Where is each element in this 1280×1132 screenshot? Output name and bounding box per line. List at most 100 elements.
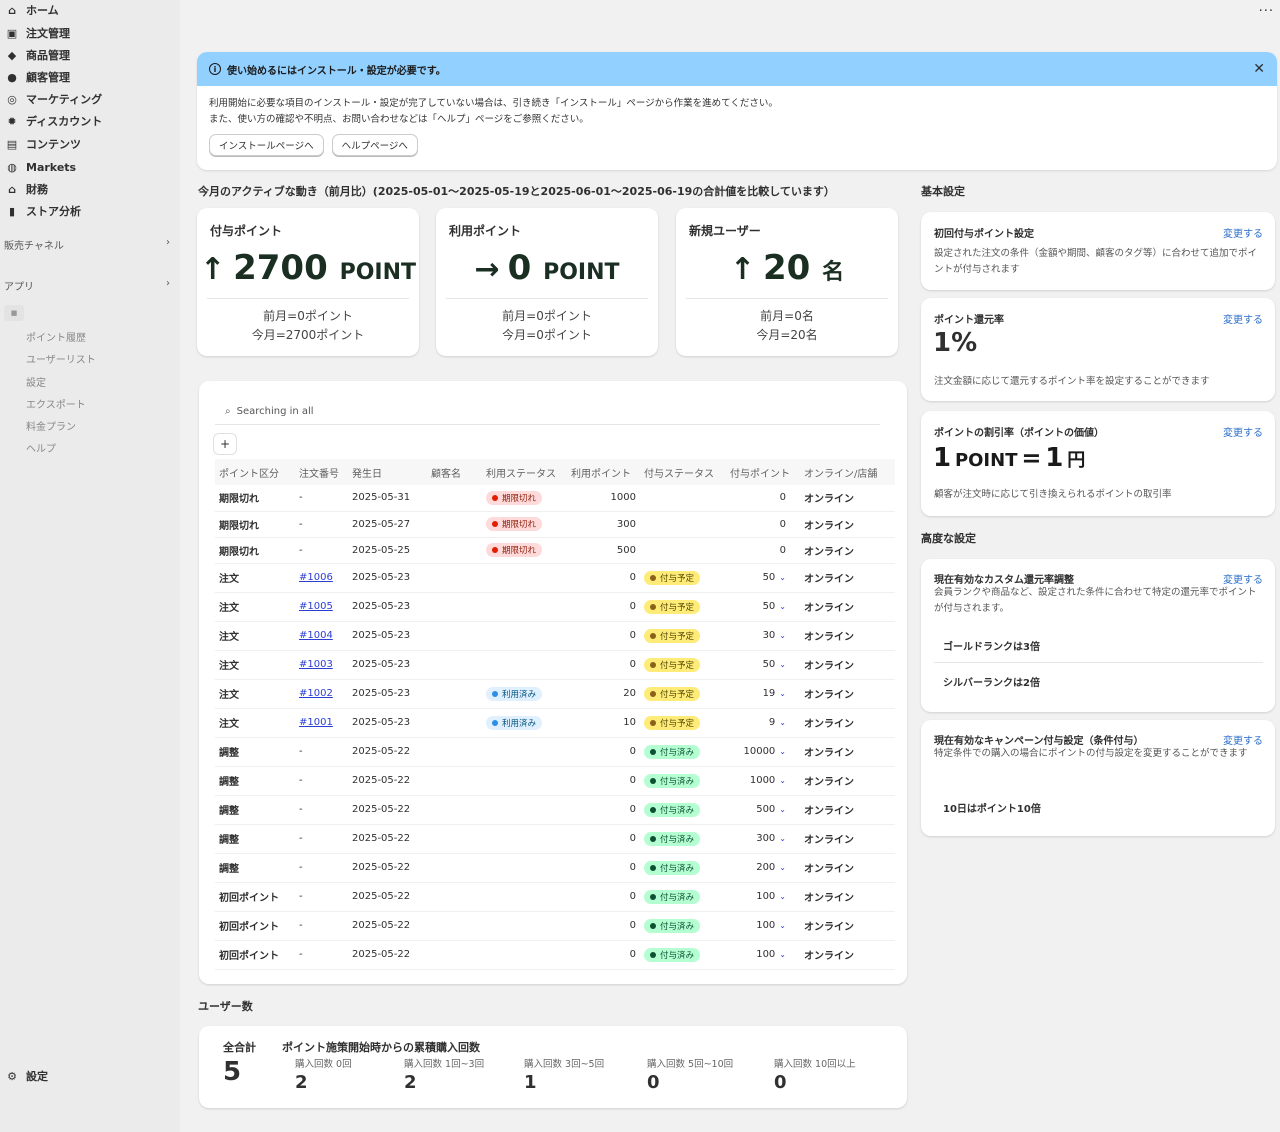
grant-points-dropdown[interactable]: 50 ⌄ [763,572,786,583]
sidebar-subitem-settings[interactable]: 設定 [26,378,46,389]
grant-points-dropdown[interactable]: 9 ⌄ [769,717,786,728]
change-link[interactable]: 変更する [1223,315,1263,326]
cell-grant-points[interactable]: 100 ⌄ [726,911,800,941]
sidebar-item-settings[interactable]: ⚙ 設定 [0,1066,48,1086]
cell-grant-points[interactable]: 100 ⌄ [726,882,800,912]
help-page-button[interactable]: ヘルプページへ [331,134,418,156]
cell-grant-points[interactable]: 200 ⌄ [726,853,800,883]
cell-order[interactable]: #1001 [295,708,348,738]
grant-points-dropdown[interactable]: 10000 ⌄ [743,746,786,757]
grant-points-dropdown[interactable]: 50 ⌄ [763,601,786,612]
sidebar-item-home[interactable]: ⌂ ホーム [0,0,59,20]
cell-grant-points[interactable]: 50 ⌄ [726,650,800,680]
cell-grant-points[interactable]: 50 ⌄ [726,592,800,622]
sidebar-subitem-help[interactable]: ヘルプ [26,444,56,455]
order-link[interactable]: #1004 [299,630,333,641]
column-header[interactable]: 注文番号 [295,459,348,485]
table-row[interactable]: 注文 #1003 2025-05-23 0 付与予定 50 ⌄ オンライン [215,650,895,680]
cell-order[interactable]: #1005 [295,592,348,622]
cell-grant-points[interactable]: 300 ⌄ [726,824,800,854]
sidebar-item-markets[interactable]: ◍ Markets [0,157,76,177]
table-row[interactable]: 初回ポイント -2025-05-22 0 付与済み 100 ⌄ オンライン [215,940,895,970]
app-icon[interactable]: ■ [4,305,24,321]
column-header[interactable]: ポイント区分 [215,459,295,485]
sidebar-apps[interactable]: アプリ › [4,278,170,293]
close-icon[interactable]: ✕ [1253,61,1265,77]
grant-points-dropdown[interactable]: 100 ⌄ [756,949,786,960]
table-row[interactable]: 調整 -2025-05-22 0 付与済み 1000 ⌄ オンライン [215,766,895,796]
order-link[interactable]: #1006 [299,572,333,583]
sidebar-item-marketing[interactable]: ◎ マーケティング [0,89,102,109]
cell-grant-points[interactable]: 9 ⌄ [726,708,800,738]
order-link[interactable]: #1005 [299,601,333,612]
table-row[interactable]: 注文 #1006 2025-05-23 0 付与予定 50 ⌄ オンライン [215,563,895,593]
column-header[interactable]: 付与ステータス [640,459,726,485]
change-link[interactable]: 変更する [1223,575,1263,586]
sidebar-item-analytics[interactable]: ▮ ストア分析 [0,201,81,221]
sidebar-item-label: 注文管理 [26,27,70,40]
table-row[interactable]: 期限切れ -2025-05-31 期限切れ 1000 0 オンライン [215,485,895,512]
table-row[interactable]: 注文 #1005 2025-05-23 0 付与予定 50 ⌄ オンライン [215,592,895,622]
cell-use-status: 期限切れ [482,511,567,538]
sidebar-subitem-pricing[interactable]: 料金プラン [26,422,76,433]
sidebar-subitem-user-list[interactable]: ユーザーリスト [26,355,96,366]
table-row[interactable]: 注文 #1004 2025-05-23 0 付与予定 30 ⌄ オンライン [215,621,895,651]
change-link[interactable]: 変更する [1223,428,1263,439]
grant-points-dropdown[interactable]: 300 ⌄ [756,833,786,844]
sidebar-subitem-export[interactable]: エクスポート [26,400,86,411]
cell-grant-points[interactable]: 100 ⌄ [726,940,800,970]
sidebar-item-customers[interactable]: ● 顧客管理 [0,67,70,87]
grant-points-dropdown[interactable]: 50 ⌄ [763,659,786,670]
grant-points-dropdown[interactable]: 500 ⌄ [756,804,786,815]
sidebar-item-orders[interactable]: ▣ 注文管理 [0,23,70,43]
cell-grant-points[interactable]: 500 ⌄ [726,795,800,825]
sidebar-item-finance[interactable]: ⌂ 財務 [0,179,48,199]
table-row[interactable]: 期限切れ -2025-05-25 期限切れ 500 0 オンライン [215,537,895,564]
sidebar-item-products[interactable]: ◆ 商品管理 [0,45,70,65]
cell-grant-points[interactable]: 30 ⌄ [726,621,800,651]
grant-points-dropdown[interactable]: 100 ⌄ [756,920,786,931]
table-row[interactable]: 注文 #1001 2025-05-23 利用済み 10 付与予定 9 ⌄ オンライン [215,708,895,738]
grant-points-dropdown[interactable]: 30 ⌄ [763,630,786,641]
grant-points-dropdown[interactable]: 1000 ⌄ [750,775,786,786]
column-header[interactable]: オンライン/店舗 [800,459,895,485]
cell-grant-points[interactable]: 50 ⌄ [726,563,800,593]
column-header[interactable]: 利用ポイント [567,459,640,485]
cell-grant-points[interactable]: 1000 ⌄ [726,766,800,796]
grant-points-dropdown[interactable]: 100 ⌄ [756,891,786,902]
table-row[interactable]: 調整 -2025-05-22 0 付与済み 10000 ⌄ オンライン [215,737,895,767]
table-row[interactable]: 調整 -2025-05-22 0 付与済み 200 ⌄ オンライン [215,853,895,883]
cell-grant-points[interactable]: 19 ⌄ [726,679,800,709]
sidebar-subitem-point-history[interactable]: ポイント履歴 [26,333,86,344]
order-link[interactable]: #1002 [299,688,333,699]
table-row[interactable]: 調整 -2025-05-22 0 付与済み 300 ⌄ オンライン [215,824,895,854]
cell-order[interactable]: #1004 [295,621,348,651]
sidebar-item-content[interactable]: ▤ コンテンツ [0,134,81,154]
cell-grant-points[interactable]: 10000 ⌄ [726,737,800,767]
more-actions-icon[interactable]: ··· [1258,4,1274,19]
table-row[interactable]: 初回ポイント -2025-05-22 0 付与済み 100 ⌄ オンライン [215,882,895,912]
cell-order[interactable]: #1003 [295,650,348,680]
order-link[interactable]: #1003 [299,659,333,670]
status-dot-icon [650,835,656,842]
column-header[interactable]: 利用ステータス [482,459,567,485]
cell-order[interactable]: #1002 [295,679,348,709]
sidebar-item-discounts[interactable]: ✹ ディスカウント [0,111,102,131]
table-row[interactable]: 注文 #1002 2025-05-23 利用済み 20 付与予定 19 ⌄ オンライン [215,679,895,709]
change-link[interactable]: 変更する [1223,736,1263,747]
table-row[interactable]: 調整 -2025-05-22 0 付与済み 500 ⌄ オンライン [215,795,895,825]
grant-points-dropdown[interactable]: 19 ⌄ [763,688,786,699]
cell-order[interactable]: #1006 [295,563,348,593]
search-bar[interactable]: ⌕ Searching in all [215,399,880,425]
column-header[interactable]: 付与ポイント [726,459,800,485]
table-row[interactable]: 初回ポイント -2025-05-22 0 付与済み 100 ⌄ オンライン [215,911,895,941]
column-header[interactable]: 発生日 [348,459,427,485]
table-row[interactable]: 期限切れ -2025-05-27 期限切れ 300 0 オンライン [215,511,895,538]
install-page-button[interactable]: インストールページへ [209,134,324,156]
order-link[interactable]: #1001 [299,717,333,728]
sidebar-sales-channels[interactable]: 販売チャネル › [4,237,170,252]
add-filter-button[interactable]: + [213,433,237,455]
column-header[interactable]: 顧客名 [427,459,482,485]
change-link[interactable]: 変更する [1223,229,1263,240]
grant-points-dropdown[interactable]: 200 ⌄ [756,862,786,873]
